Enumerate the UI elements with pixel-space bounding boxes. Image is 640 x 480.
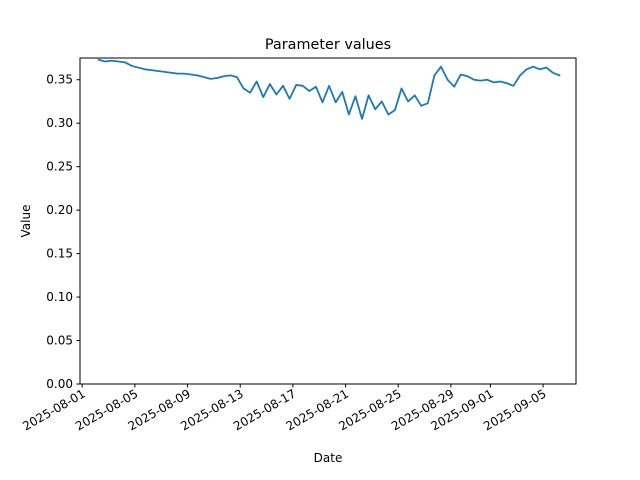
y-tick-label: 0.10 <box>46 290 73 304</box>
y-tick-label: 0.00 <box>46 377 73 391</box>
y-tick-label: 0.05 <box>46 334 73 348</box>
plot-area <box>97 58 561 120</box>
y-axis-label: Value <box>19 205 33 238</box>
x-axis: 2025-08-012025-08-052025-08-092025-08-13… <box>20 384 549 433</box>
plot-frame <box>79 57 577 385</box>
y-tick-label: 0.20 <box>46 203 73 217</box>
x-axis-label: Date <box>314 451 343 465</box>
y-tick-label: 0.35 <box>46 73 73 87</box>
chart-title: Parameter values <box>265 37 391 53</box>
y-tick-label: 0.15 <box>46 247 73 261</box>
y-axis: 0.00 0.05 0.10 0.15 0.20 0.25 0.30 0.35 <box>46 73 80 391</box>
y-tick-label: 0.25 <box>46 160 73 174</box>
y-tick-label: 0.30 <box>46 116 73 130</box>
series-line <box>97 58 561 120</box>
